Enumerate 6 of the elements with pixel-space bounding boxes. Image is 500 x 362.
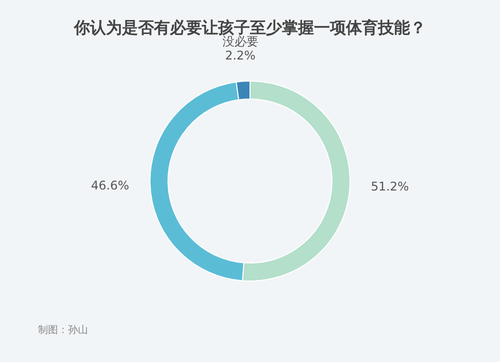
- data-label: 2.2%: [225, 48, 256, 62]
- chart-title: 你认为是否有必要让孩子至少掌握一项体育技能？: [73, 18, 426, 37]
- data-label: 46.6%: [91, 178, 130, 192]
- text: 制图：孙山: [38, 324, 88, 336]
- slice-label: 没必要: [222, 34, 258, 48]
- data-label: 51.2%: [370, 179, 409, 194]
